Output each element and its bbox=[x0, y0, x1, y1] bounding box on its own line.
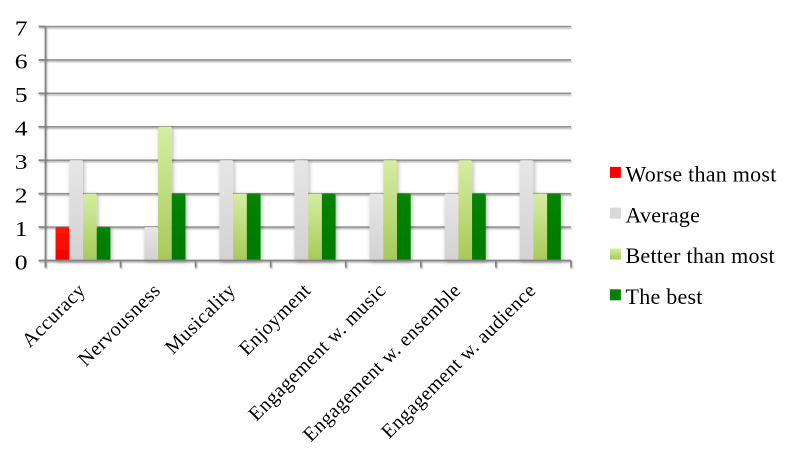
svg-text:Worse than most: Worse than most bbox=[626, 162, 777, 187]
svg-text:1: 1 bbox=[15, 218, 28, 241]
svg-text:7: 7 bbox=[15, 17, 28, 40]
svg-text:Average: Average bbox=[626, 202, 701, 227]
svg-text:3: 3 bbox=[15, 151, 28, 174]
svg-text:6: 6 bbox=[15, 51, 28, 74]
svg-text:0: 0 bbox=[15, 251, 28, 274]
svg-text:5: 5 bbox=[15, 84, 28, 107]
svg-text:The best: The best bbox=[626, 284, 703, 309]
svg-text:Better than most: Better than most bbox=[626, 243, 775, 268]
svg-text:4: 4 bbox=[15, 118, 28, 141]
svg-text:2: 2 bbox=[15, 184, 28, 207]
